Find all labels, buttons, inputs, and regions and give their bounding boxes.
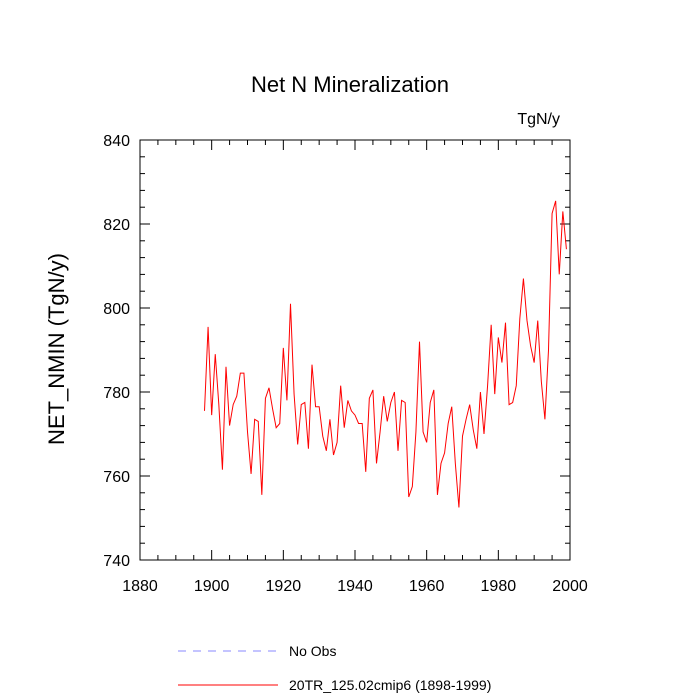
y-tick-label: 840 (103, 133, 130, 150)
y-tick-label: 800 (103, 301, 130, 318)
x-tick-label: 1920 (266, 578, 302, 595)
legend-label-model: 20TR_125.02cmip6 (1898-1999) (289, 677, 491, 693)
data-series (204, 200, 567, 508)
plot-frame (139, 139, 571, 561)
chart-title: Net N Mineralization (251, 72, 449, 97)
x-tick-label: 2000 (552, 578, 588, 595)
y-axis-label: NET_NMIN (TgN/y) (44, 253, 69, 445)
x-tick-label: 1960 (409, 578, 445, 595)
tick-labels: 1880 1900 1920 1940 1960 1980 2000 740 760 780 800… (103, 133, 588, 595)
legend: No Obs 20TR_125.02cmip6 (1898-1999) (178, 643, 491, 693)
legend-label-no-obs: No Obs (289, 643, 336, 659)
y-tick-label: 820 (103, 217, 130, 234)
units-label: TgN/y (517, 111, 560, 128)
y-tick-label: 780 (103, 385, 130, 402)
series-line (204, 200, 567, 508)
x-tick-label: 1900 (194, 578, 230, 595)
y-tick-label: 740 (103, 553, 130, 570)
x-tick-label: 1880 (122, 578, 158, 595)
y-tick-label: 760 (103, 469, 130, 486)
x-tick-label: 1940 (337, 578, 373, 595)
x-tick-label: 1980 (481, 578, 517, 595)
axis-ticks (139, 139, 571, 561)
